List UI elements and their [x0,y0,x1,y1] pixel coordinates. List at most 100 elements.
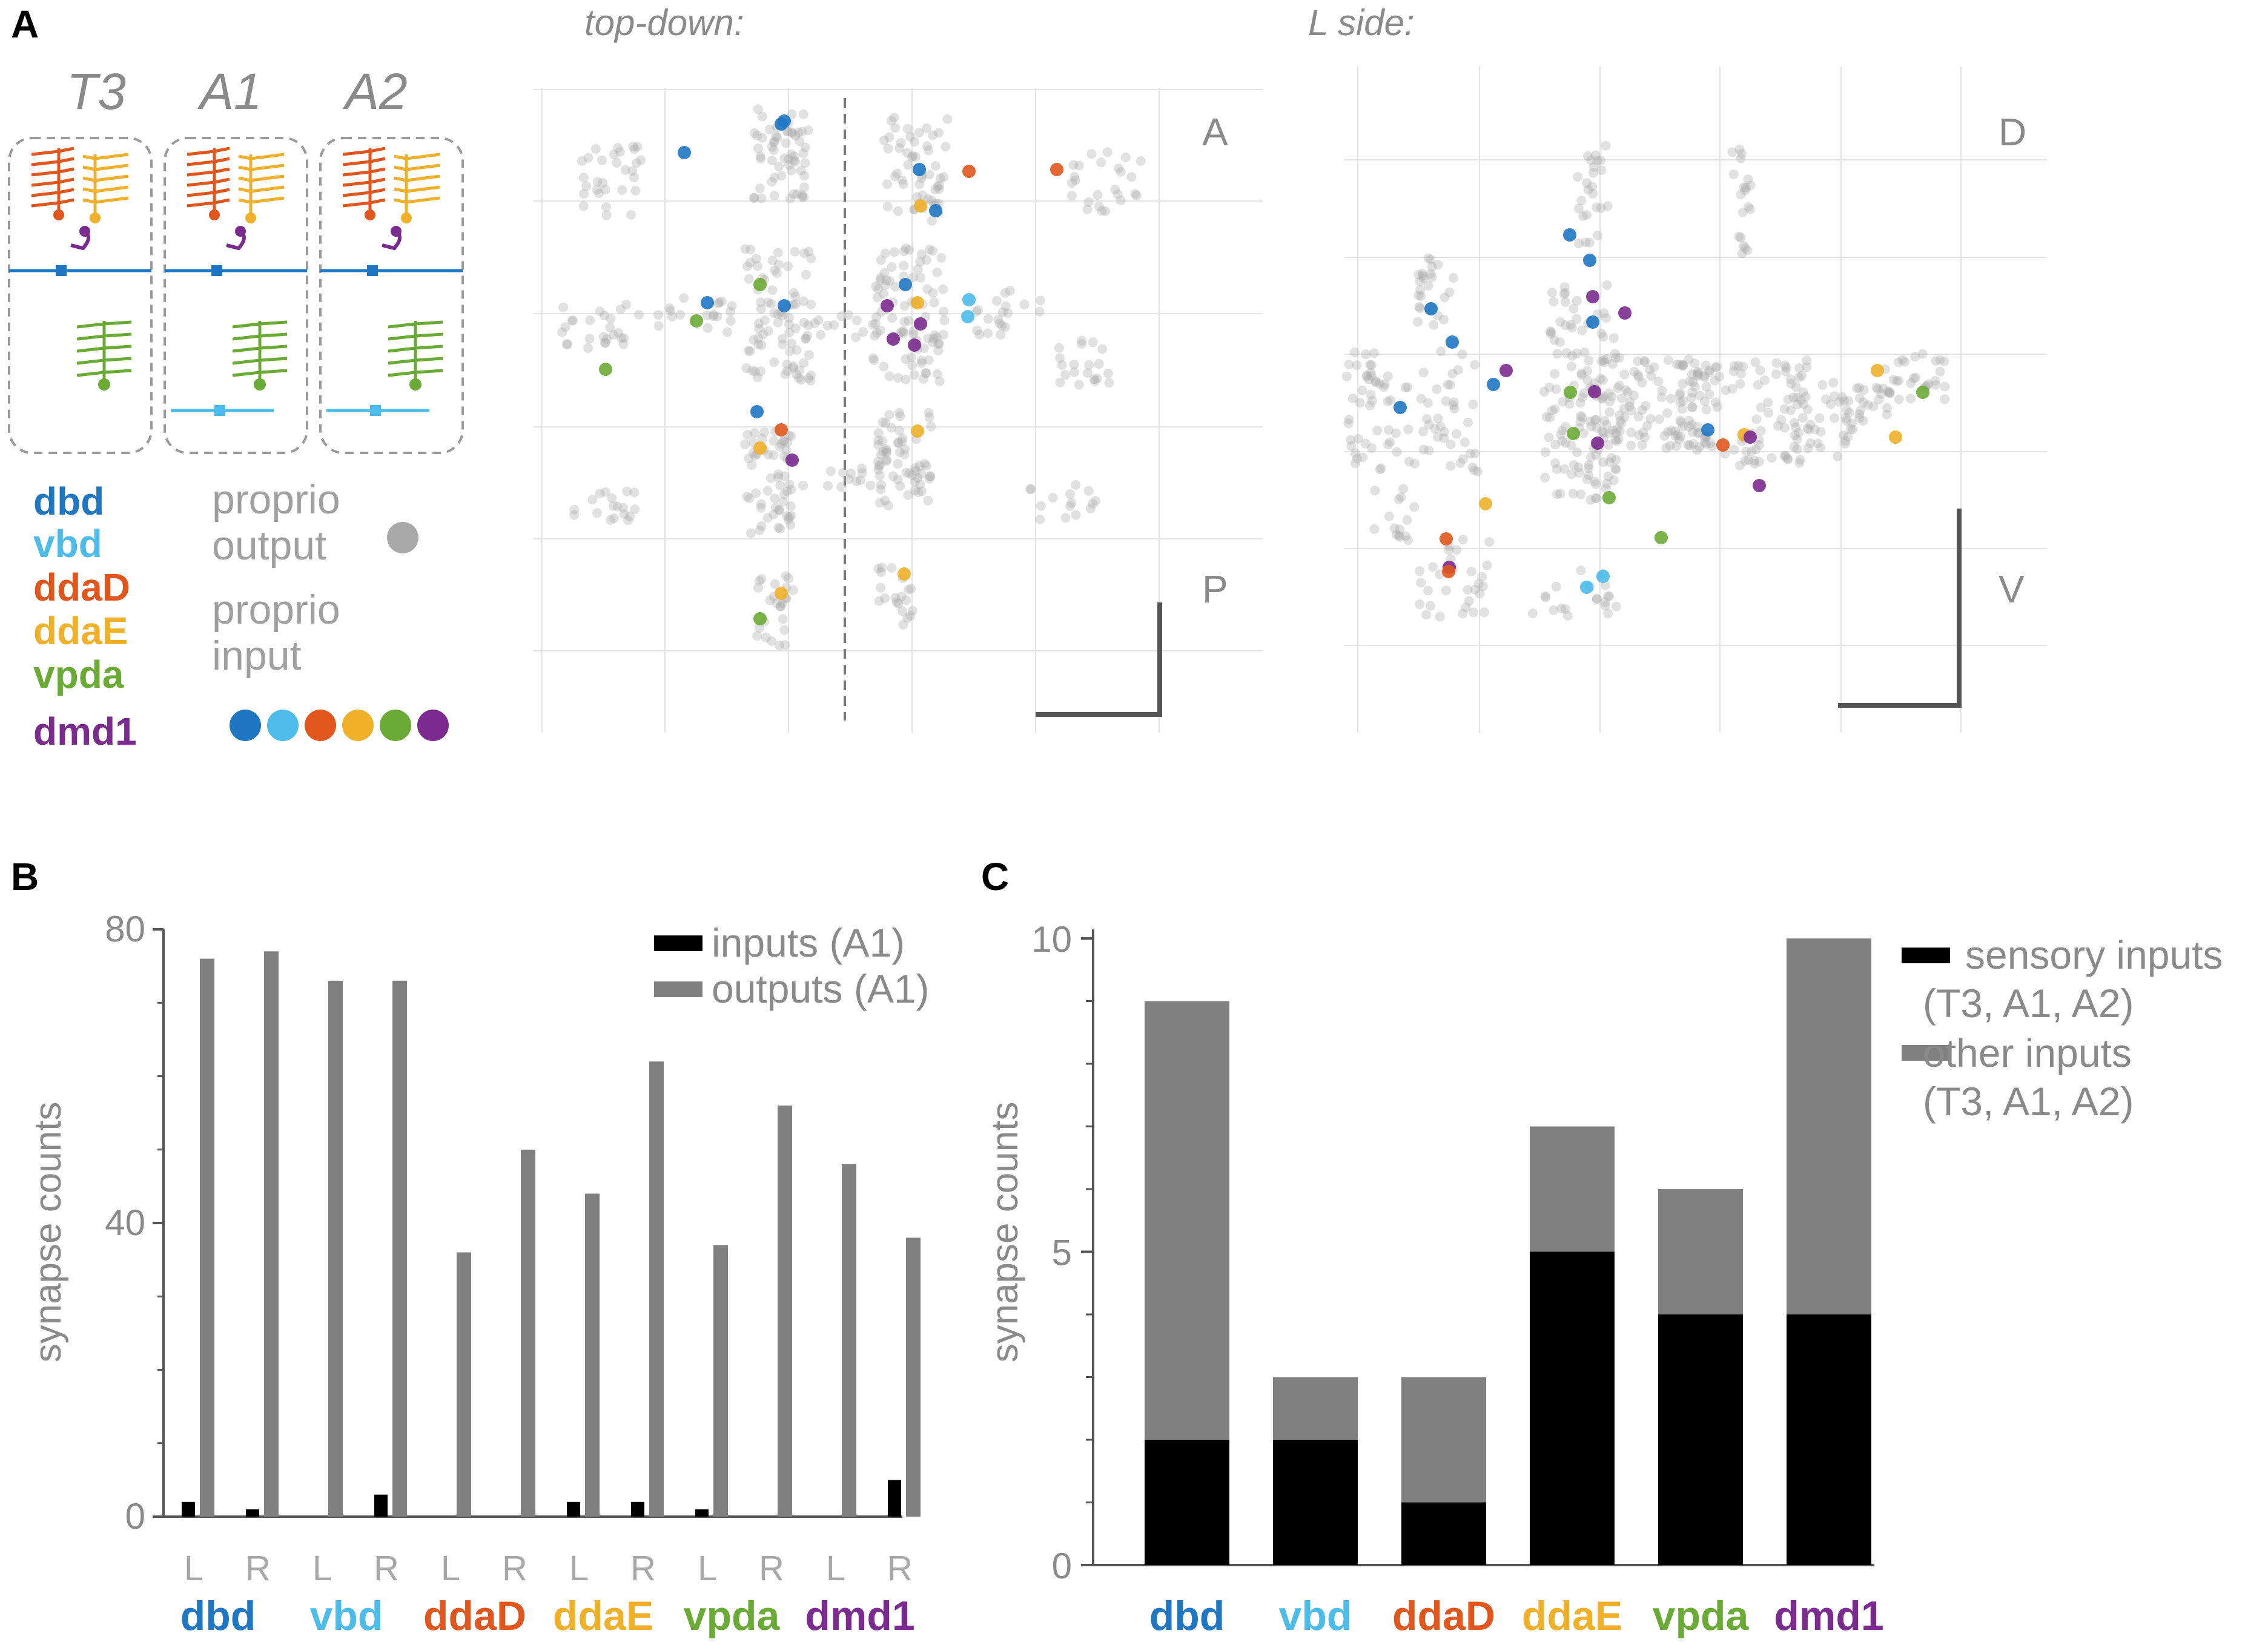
scatter-point [875,325,885,335]
l-side-input-point-dbd [1487,378,1500,391]
scatter-point [799,182,809,193]
scatter-point [873,440,884,450]
scatter-point [1604,429,1615,439]
scatter-point [1741,182,1751,193]
scatter-point [1555,337,1565,347]
scatter-point [629,144,640,154]
scatter-point [1384,437,1395,447]
scatter-point [798,480,808,490]
scatter-point [594,188,604,199]
scatter-point [606,314,616,324]
schematic-dmd1 [226,226,246,251]
scatter-point [1802,423,1813,434]
scatter-point [583,343,593,353]
scatter-point [789,288,799,298]
scatter-point [908,151,918,161]
scatter-point [874,596,884,606]
scatter-point [1557,436,1567,446]
scatter-point [778,598,787,608]
scatter-point [923,495,933,506]
top-down-input-point-vpda [599,363,612,376]
scatter-point [749,128,759,138]
scatter-point [1794,427,1803,438]
scatter-point [742,261,753,271]
scatter-point [1415,566,1425,576]
scatter-point [899,301,910,311]
scatter-point [778,334,788,344]
scatter-point [1370,377,1381,387]
scatter-point [585,315,595,325]
scatter-point [916,272,925,283]
scatter-point [1678,396,1688,406]
scatter-point [1048,493,1058,503]
scatter-point [894,143,905,153]
scatter-point [1657,386,1667,396]
scatter-point [1365,360,1375,370]
proprio-input-dot-vbd [267,710,299,741]
scatter-point [926,421,936,432]
scatter-point [1754,440,1764,450]
scatter-point [1743,174,1753,185]
scatter-point [891,597,902,607]
scatter-point [1588,188,1598,199]
scatter-point [770,579,780,589]
scatter-point [924,407,934,418]
scatter-point [1463,585,1473,595]
chart-c-x-labels: dbd vbd ddaD ddaE vpda dmd1 [1149,1593,1884,1639]
scatter-point [1794,363,1805,373]
scatter-point [929,297,939,308]
scatter-point [927,216,937,226]
scatter-point [1625,397,1635,407]
scatter-point [1482,560,1492,570]
scatter-point [890,282,901,292]
scatter-point [1608,475,1619,486]
scatter-point [910,152,921,162]
scatter-point [1019,299,1030,309]
scatter-point [1577,392,1587,403]
scatter-point [1930,375,1940,386]
l-side-input-point-dbd [1563,228,1576,242]
scatter-point [1910,352,1920,362]
schematic-ddae [394,153,440,223]
scatter-point [1555,317,1565,327]
scatter-point [1683,440,1693,450]
scatter-point [1692,445,1702,455]
scatter-point [915,257,925,267]
scatter-point [1445,380,1455,390]
segment-box-a2 [319,137,464,454]
scatter-point [1728,366,1739,377]
chart-c-bar-other-vpda [1658,1189,1743,1314]
scatter-point [758,329,768,340]
chart-b-side-label: L [826,1549,845,1588]
panel-c-letter: C [981,855,1009,898]
scatter-point [1090,376,1100,386]
scatter-point [938,284,948,294]
scatter-point [934,338,944,348]
scatter-point [796,165,806,176]
scatter-point [784,480,795,490]
scatter-point [932,268,942,278]
scatter-point [971,306,982,317]
l-side-input-point-vpda [1567,427,1580,440]
scatter-point [1054,343,1064,353]
scatter-point [1478,581,1488,592]
scatter-point [1675,390,1685,400]
scatter-point [880,495,890,506]
scatter-point [875,460,885,470]
chart-b-bars [182,951,921,1517]
scatter-point [1367,395,1377,406]
scatter-point [1744,202,1753,212]
scatter-point [1612,383,1622,393]
scatter-point [868,353,878,363]
scatter-point [751,488,761,498]
scatter-point [1675,388,1685,398]
scatter-point [1797,413,1808,423]
scatter-point [749,193,759,203]
scatter-point [1596,165,1606,176]
scatter-point [925,471,935,481]
top-down-input-point-dbd [913,163,926,176]
scatter-point [1802,362,1812,372]
scatter-point [1788,392,1799,403]
scatter-point [790,246,800,257]
